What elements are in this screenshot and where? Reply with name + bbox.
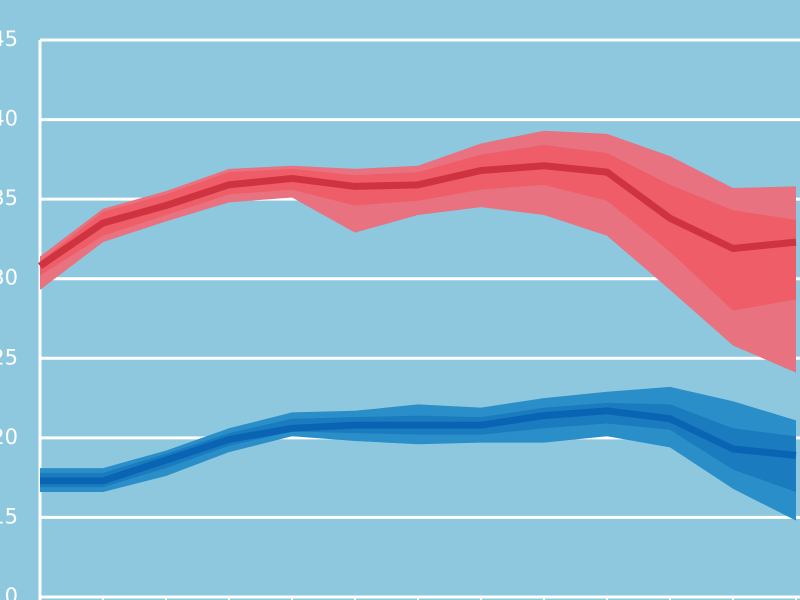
y-tick-label: 15 bbox=[0, 504, 18, 528]
line bbox=[40, 407, 797, 485]
y-tick-label: 25 bbox=[0, 345, 18, 369]
y-tick-label: 30 bbox=[0, 266, 18, 290]
y-tick-label: 40 bbox=[0, 107, 18, 131]
y-tick-label: 10 bbox=[0, 584, 18, 600]
band bbox=[40, 402, 796, 492]
y-tick-label: 20 bbox=[0, 425, 18, 449]
y-tick-label: 45 bbox=[0, 27, 18, 51]
y-tick-label: 35 bbox=[0, 186, 18, 210]
line bbox=[38, 162, 797, 269]
